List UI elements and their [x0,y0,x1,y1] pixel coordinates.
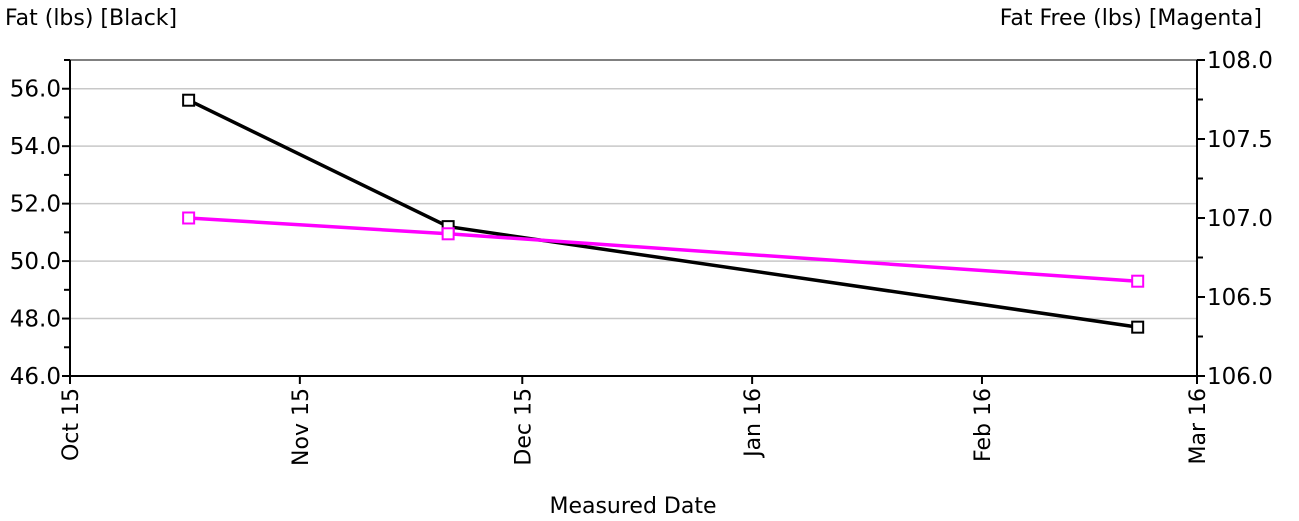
y-left-tick-label: 52.0 [10,192,61,218]
axes [69,59,1198,377]
x-tick-label: Mar 16 [1186,388,1211,465]
data-point-marker [182,211,196,225]
y-left-tick-label: 56.0 [10,77,61,103]
series-group [182,93,1145,334]
x-axis-label: Measured Date [549,494,716,519]
y-right-tick-label: 106.0 [1207,364,1273,390]
right-axis-title: Fat Free (lbs) [Magenta] [1000,6,1262,31]
data-point-marker [182,93,196,107]
ticks: 46.0 48.0 50.0 52.0 54.0 56.0 106.0 106.5 107.0 1… [10,48,1273,466]
y-left-tick-label: 48.0 [10,307,61,333]
left-axis-title: Fat (lbs) [Black] [5,6,177,31]
y-left-tick-label: 46.0 [10,364,61,390]
x-tick-label: Jan 16 [741,388,766,459]
x-tick-label: Dec 15 [511,388,536,466]
x-tick-label: Oct 15 [59,388,84,461]
data-point-marker [1131,274,1145,288]
y-right-tick-label: 107.5 [1207,127,1273,153]
y-left-tick-label: 54.0 [10,134,61,160]
y-left-tick-label: 50.0 [10,249,61,275]
y-right-tick-label: 108.0 [1207,48,1273,74]
data-point-marker [441,227,455,241]
gridlines [70,87,1197,320]
y-right-tick-label: 106.5 [1207,285,1273,311]
series-line-fat-free [188,216,1138,283]
y-right-tick-label: 107.0 [1207,206,1273,232]
series-line-fat [187,98,1138,329]
x-tick-label: Feb 16 [971,388,996,462]
x-tick-label: Nov 15 [289,388,314,466]
data-point-marker [1131,320,1145,334]
